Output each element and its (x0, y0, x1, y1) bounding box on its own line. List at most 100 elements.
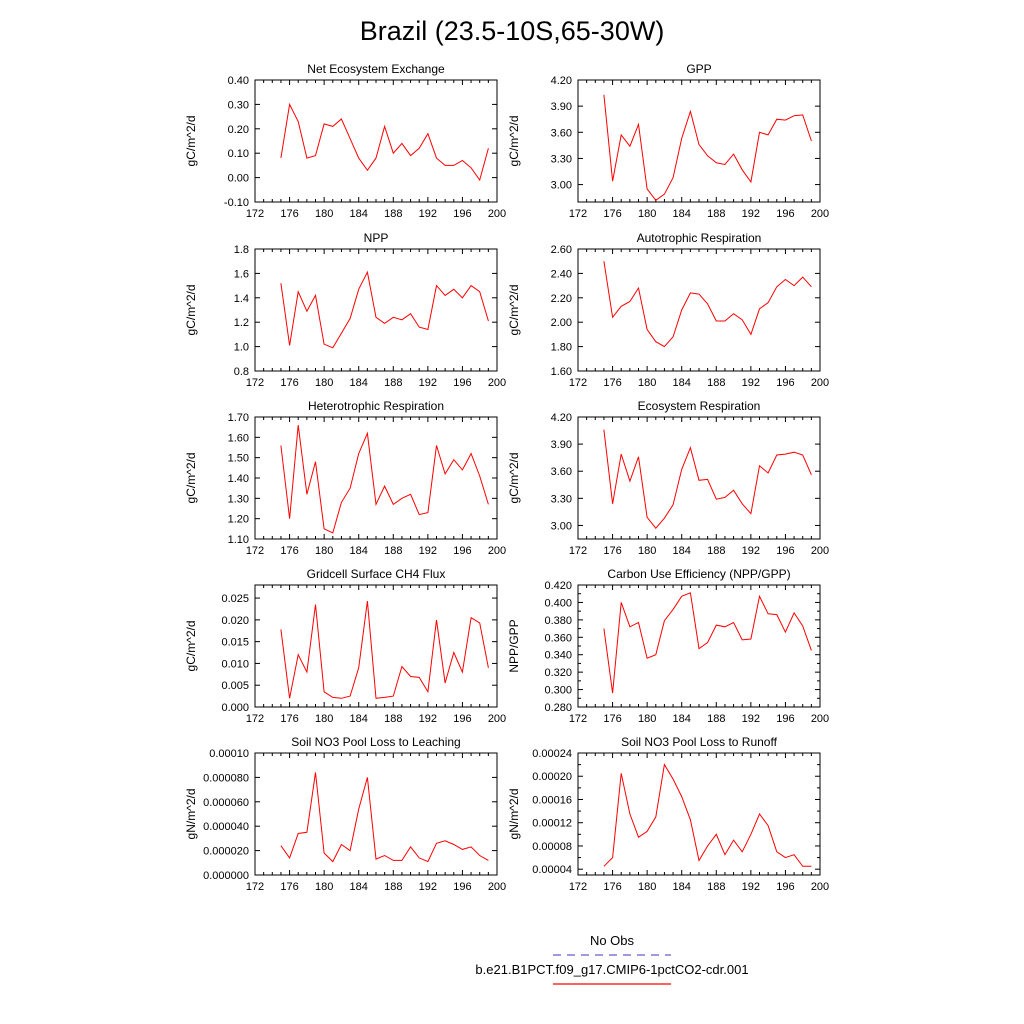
y-tick-label: 1.4 (234, 293, 249, 305)
x-tick-label: 172 (246, 208, 264, 220)
x-tick-label: 200 (488, 208, 506, 220)
x-tick-label: 200 (488, 377, 506, 389)
y-tick-label: 2.00 (551, 317, 572, 329)
y-tick-label: 0.000020 (203, 846, 249, 858)
x-tick-label: 184 (673, 713, 691, 725)
panel-title: Heterotrophic Respiration (308, 399, 444, 413)
y-tick-label: 0.280 (544, 702, 572, 714)
y-tick-label: 4.20 (551, 412, 572, 424)
y-tick-label: 1.80 (551, 342, 572, 354)
y-tick-label: 0.005 (221, 680, 249, 692)
legend: No Obs b.e21.B1PCT.f09_g17.CMIP6-1pctCO2… (475, 933, 749, 985)
x-tick-label: 172 (246, 713, 264, 725)
y-axis-label: gC/m^2/d (507, 116, 521, 167)
y-tick-label: 1.8 (234, 244, 249, 256)
y-axis-label: gC/m^2/d (184, 621, 198, 672)
chart-panel: Carbon Use Efficiency (NPP/GPP) 172 176 180… (507, 567, 829, 725)
panel-title: Gridcell Surface CH4 Flux (307, 567, 446, 581)
x-tick-label: 196 (453, 713, 471, 725)
y-tick-label: 1.60 (551, 366, 572, 378)
y-tick-label: 0.420 (544, 580, 572, 592)
y-tick-label: 0.010 (221, 658, 249, 670)
y-tick-label: 1.0 (234, 342, 249, 354)
series-line (280, 601, 489, 699)
y-axis-label: gC/m^2/d (184, 453, 198, 504)
y-tick-label: 0.400 (544, 597, 572, 609)
y-tick-label: 2.40 (551, 268, 572, 280)
x-tick-label: 196 (776, 208, 794, 220)
x-tick-label: 188 (707, 713, 725, 725)
x-tick-label: 192 (742, 208, 760, 220)
y-tick-label: 1.60 (228, 432, 249, 444)
panel-title: Net Ecosystem Exchange (307, 62, 445, 76)
plot-frame (577, 248, 821, 372)
y-tick-label: 3.00 (551, 180, 572, 192)
x-tick-label: 172 (246, 545, 264, 557)
x-tick-label: 200 (488, 713, 506, 725)
y-tick-label: 0.380 (544, 615, 572, 627)
x-tick-label: 184 (350, 881, 368, 893)
x-tick-label: 188 (707, 377, 725, 389)
x-tick-label: 196 (776, 713, 794, 725)
y-tick-label: 0.000 (221, 702, 249, 714)
x-tick-label: 192 (419, 881, 437, 893)
y-tick-label: 0.015 (221, 637, 249, 649)
x-tick-label: 184 (673, 545, 691, 557)
x-tick-label: 180 (638, 545, 656, 557)
chart-panel: Gridcell Surface CH4 Flux 172 176 180 184 188… (184, 567, 506, 725)
x-tick-label: 184 (350, 377, 368, 389)
y-tick-label: 0.00012 (532, 818, 572, 830)
y-tick-label: -0.10 (224, 197, 249, 209)
x-tick-label: 196 (453, 545, 471, 557)
x-tick-label: 188 (384, 545, 402, 557)
x-tick-label: 200 (811, 377, 829, 389)
x-tick-label: 180 (315, 713, 333, 725)
y-tick-label: 0.00004 (532, 864, 572, 876)
x-tick-label: 176 (280, 881, 298, 893)
panel-title: GPP (686, 62, 711, 76)
series-line (603, 429, 812, 529)
x-tick-label: 188 (384, 713, 402, 725)
x-tick-label: 172 (246, 881, 264, 893)
legend-model-label: b.e21.B1PCT.f09_g17.CMIP6-1pctCO2-cdr.00… (475, 962, 748, 977)
x-tick-label: 188 (384, 881, 402, 893)
x-tick-label: 196 (453, 881, 471, 893)
y-tick-label: 0.00 (228, 173, 249, 185)
y-axis-label: gC/m^2/d (184, 285, 198, 336)
x-tick-label: 192 (742, 881, 760, 893)
legend-obs-label: No Obs (590, 933, 635, 948)
x-tick-label: 200 (811, 545, 829, 557)
x-tick-label: 200 (488, 545, 506, 557)
chart-panel: Soil NO3 Pool Loss to Runoff 172 176 180 184… (507, 735, 829, 893)
y-axis-label: NPP/GPP (507, 619, 521, 672)
x-tick-label: 184 (350, 208, 368, 220)
series-line (603, 261, 812, 348)
y-axis-label: gN/m^2/d (507, 789, 521, 840)
x-tick-label: 184 (673, 377, 691, 389)
chart-panel: Heterotrophic Respiration 172 176 180 184 188… (184, 399, 506, 557)
x-tick-label: 184 (673, 208, 691, 220)
y-tick-label: 4.20 (551, 75, 572, 87)
x-tick-label: 196 (453, 377, 471, 389)
series-line (280, 425, 489, 534)
y-axis-label: gC/m^2/d (184, 116, 198, 167)
y-tick-label: 3.30 (551, 493, 572, 505)
x-tick-label: 200 (488, 881, 506, 893)
y-tick-label: 0.320 (544, 667, 572, 679)
x-tick-label: 196 (776, 545, 794, 557)
x-tick-label: 176 (603, 377, 621, 389)
y-tick-label: 3.60 (551, 466, 572, 478)
x-tick-label: 200 (811, 208, 829, 220)
chart-panels: Net Ecosystem Exchange 172 176 180 184 188 192… (184, 62, 829, 893)
y-tick-label: 0.000040 (203, 821, 249, 833)
chart-panel: Autotrophic Respiration 172 176 180 184 188 19… (507, 231, 829, 389)
y-tick-label: 0.00016 (532, 794, 572, 806)
plot-frame (254, 416, 498, 540)
x-tick-label: 188 (707, 881, 725, 893)
y-tick-label: 1.30 (228, 493, 249, 505)
x-tick-label: 172 (569, 713, 587, 725)
panel-title: Carbon Use Efficiency (NPP/GPP) (607, 567, 790, 581)
y-tick-label: 0.025 (221, 593, 249, 605)
x-tick-label: 180 (638, 377, 656, 389)
x-tick-label: 192 (742, 713, 760, 725)
